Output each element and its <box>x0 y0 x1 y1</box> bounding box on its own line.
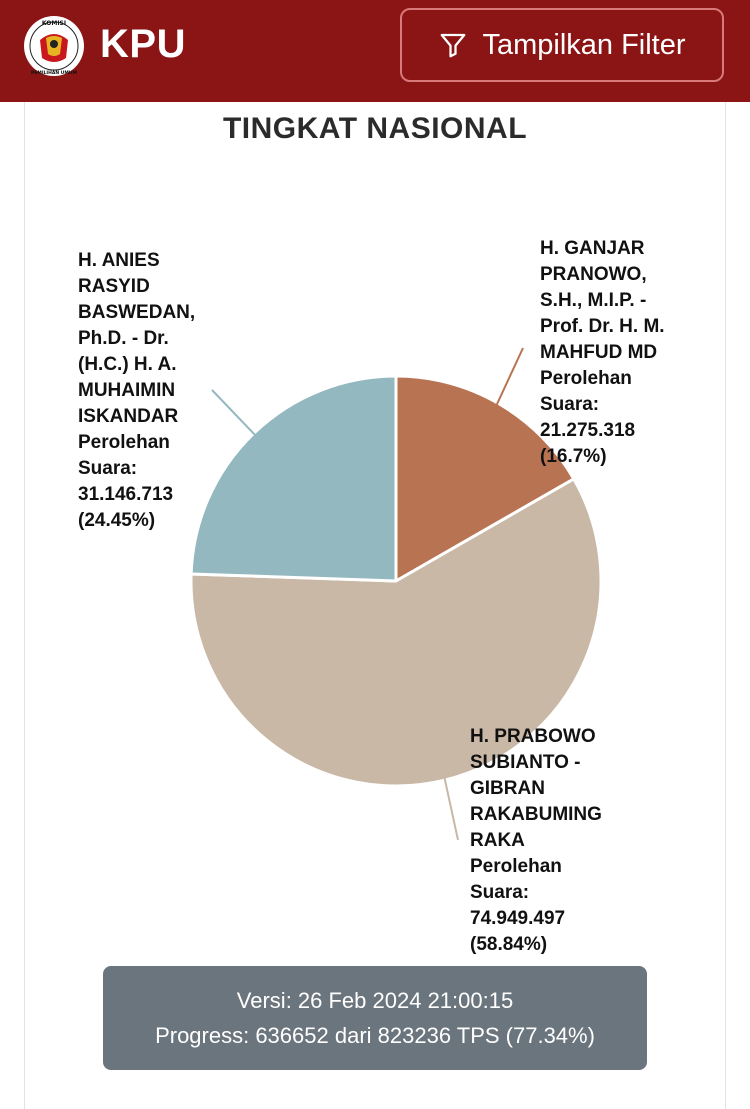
slice-label-line: 74.949.497 <box>470 908 566 929</box>
pie-slice-ganjar-leader-line <box>490 347 524 417</box>
slice-label-line: (H.C.) H. A. <box>78 354 177 375</box>
chart-title: TINGKAT NASIONAL <box>222 112 528 145</box>
chart-card <box>24 102 726 1109</box>
slice-label-line: Perolehan <box>470 856 562 877</box>
slice-label-line: Suara: <box>470 882 530 903</box>
slice-label-line: BASWEDAN, <box>78 302 196 323</box>
slice-label-line: (58.84%) <box>470 934 548 955</box>
kpu-logo[interactable]: KOMISI PEMILIHAN UMUM <box>22 14 86 78</box>
slice-label-line: H. PRABOWO <box>470 726 596 747</box>
slice-label-line: SUBIANTO - <box>470 752 581 773</box>
slice-label-line: RAKABUMING <box>470 804 602 825</box>
slice-label-line: RASYID <box>78 276 150 297</box>
slice-label-line: S.H., M.I.P. - <box>540 290 647 311</box>
pie-slice-ganjar[interactable] <box>394 374 576 583</box>
svg-text:PEMILIHAN UMUM: PEMILIHAN UMUM <box>31 70 77 76</box>
slice-label-line: Perolehan <box>540 368 632 389</box>
slice-label-line: Perolehan <box>78 432 170 453</box>
slice-label-line: Prof. Dr. H. M. <box>540 316 665 337</box>
slice-label-line: Suara: <box>540 394 600 415</box>
funnel-icon <box>441 33 466 58</box>
version-text: Versi: 26 Feb 2024 21:00:15 <box>236 988 514 1013</box>
slice-label-line: Suara: <box>78 458 138 479</box>
slice-label-line: MAHFUD MD <box>540 342 658 363</box>
slice-label-line: H. GANJAR <box>540 238 645 259</box>
slice-label-line: ISKANDAR <box>78 406 179 427</box>
slice-label-prabowo: H. PRABOWO SUBIANTO - GIBRAN RAKABUMING RAKA… <box>470 724 602 958</box>
version-info-box: Versi: 26 Feb 2024 21:00:15 Progress: 63… <box>103 966 647 1070</box>
filter-button-label: Tampilkan Filter <box>482 28 686 61</box>
show-filter-button[interactable]: Tampilkan Filter <box>400 8 724 82</box>
slice-label-line: 31.146.713 <box>78 484 174 505</box>
slice-label-line: PRANOWO, <box>540 264 647 285</box>
pie-slice-anies[interactable] <box>189 374 398 583</box>
brand-title: KPU <box>100 22 186 66</box>
slice-label-anies: H. ANIES RASYID BASWEDAN, Ph.D. - Dr. (H.C.)… <box>78 248 195 534</box>
slice-label-line: (24.45%) <box>78 510 156 531</box>
slice-label-line: MUHAIMIN <box>78 380 176 401</box>
slice-label-line: Ph.D. - Dr. <box>78 328 169 349</box>
slice-label-line: GIBRAN <box>470 778 545 799</box>
progress-text: Progress: 636652 dari 823236 TPS (77.34%… <box>155 1023 595 1048</box>
slice-label-line: (16.7%) <box>540 446 607 467</box>
svg-text:KOMISI: KOMISI <box>42 20 66 27</box>
slice-label-line: H. ANIES <box>78 250 160 271</box>
pie-slice-prabowo-leader-line <box>440 765 459 841</box>
slice-label-ganjar: H. GANJAR PRANOWO, S.H., M.I.P. - Prof. Dr.… <box>540 236 665 470</box>
slice-label-line: 21.275.318 <box>540 420 636 441</box>
pie-slice-anies-leader-line <box>211 389 265 445</box>
slice-label-line: RAKA <box>470 830 525 851</box>
top-navbar: KOMISI PEMILIHAN UMUM KPU Tampilkan Filt… <box>0 0 750 102</box>
